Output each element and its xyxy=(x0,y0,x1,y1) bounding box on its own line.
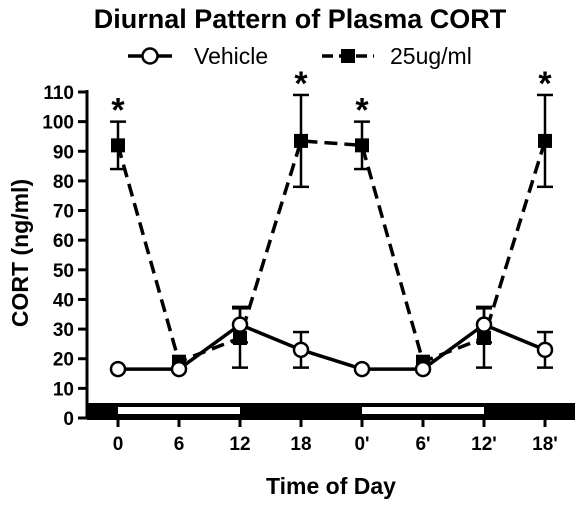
significance-star: * xyxy=(355,92,369,130)
legend-25ug-marker xyxy=(341,49,355,63)
dark-phase-segment xyxy=(240,403,362,418)
light-dark-bar xyxy=(87,403,575,418)
x-tick-label: 0' xyxy=(354,434,369,455)
y-tick-label: 80 xyxy=(53,172,74,193)
light-phase-segment xyxy=(118,407,240,414)
x-tick-label: 6 xyxy=(174,434,185,455)
y-tick-label: 90 xyxy=(53,142,74,163)
legend-vehicle-marker xyxy=(141,47,159,65)
y-tick-label: 70 xyxy=(53,202,74,223)
dark-phase-segment xyxy=(484,403,575,418)
vehicle-point xyxy=(353,360,371,378)
y-tick-label: 30 xyxy=(53,320,74,341)
dark-phase-segment xyxy=(87,403,118,418)
dose-point xyxy=(355,138,369,153)
dose-point xyxy=(294,133,308,148)
vehicle-point xyxy=(109,360,127,378)
legend-item-vehicle: Vehicle xyxy=(128,43,268,69)
vehicle-point xyxy=(292,341,310,359)
y-axis: 0 10 20 30 40 50 60 70 80 90 100 110 xyxy=(42,83,89,430)
x-tick-label: 0 xyxy=(113,434,124,455)
significance-star: * xyxy=(294,65,308,103)
dose-line xyxy=(116,139,547,364)
y-tick-label: 60 xyxy=(53,231,74,252)
vehicle-point xyxy=(414,360,432,378)
light-phase-segment xyxy=(362,407,484,414)
legend-25ug-label: 25ug/ml xyxy=(390,43,472,69)
y-tick-label: 100 xyxy=(42,113,74,134)
x-tick-label: 12' xyxy=(471,434,497,455)
dose-point xyxy=(111,138,125,153)
x-tick-label: 18' xyxy=(532,434,558,455)
series-layer: * * * * xyxy=(109,65,554,378)
vehicle-line xyxy=(118,322,546,371)
y-tick-label: 0 xyxy=(63,409,74,430)
vehicle-point xyxy=(536,341,554,359)
legend-vehicle-label: Vehicle xyxy=(194,43,268,69)
x-tick-label: 18 xyxy=(290,434,311,455)
vehicle-point xyxy=(475,316,493,333)
x-tick-label: 12 xyxy=(229,434,250,455)
series-vehicle xyxy=(109,305,554,378)
y-tick-label: 110 xyxy=(43,83,74,104)
legend: Vehicle 25ug/ml xyxy=(128,43,472,69)
x-axis: 0 6 12 18 0' 6' 12' 18' xyxy=(87,418,575,455)
y-axis-label: CORT (ng/ml) xyxy=(7,179,33,327)
vehicle-point xyxy=(231,316,249,333)
y-tick-label: 50 xyxy=(53,261,74,282)
y-tick-label: 10 xyxy=(53,379,74,400)
legend-item-25ug: 25ug/ml xyxy=(322,43,472,69)
significance-star: * xyxy=(538,65,552,103)
dose-point xyxy=(538,133,552,148)
chart-title: Diurnal Pattern of Plasma CORT xyxy=(94,4,507,34)
x-tick-label: 6' xyxy=(415,434,430,455)
significance-star: * xyxy=(111,92,125,130)
x-axis-label: Time of Day xyxy=(266,473,396,499)
vehicle-point xyxy=(170,360,188,378)
y-tick-label: 20 xyxy=(53,350,74,371)
y-tick-label: 40 xyxy=(53,290,74,311)
